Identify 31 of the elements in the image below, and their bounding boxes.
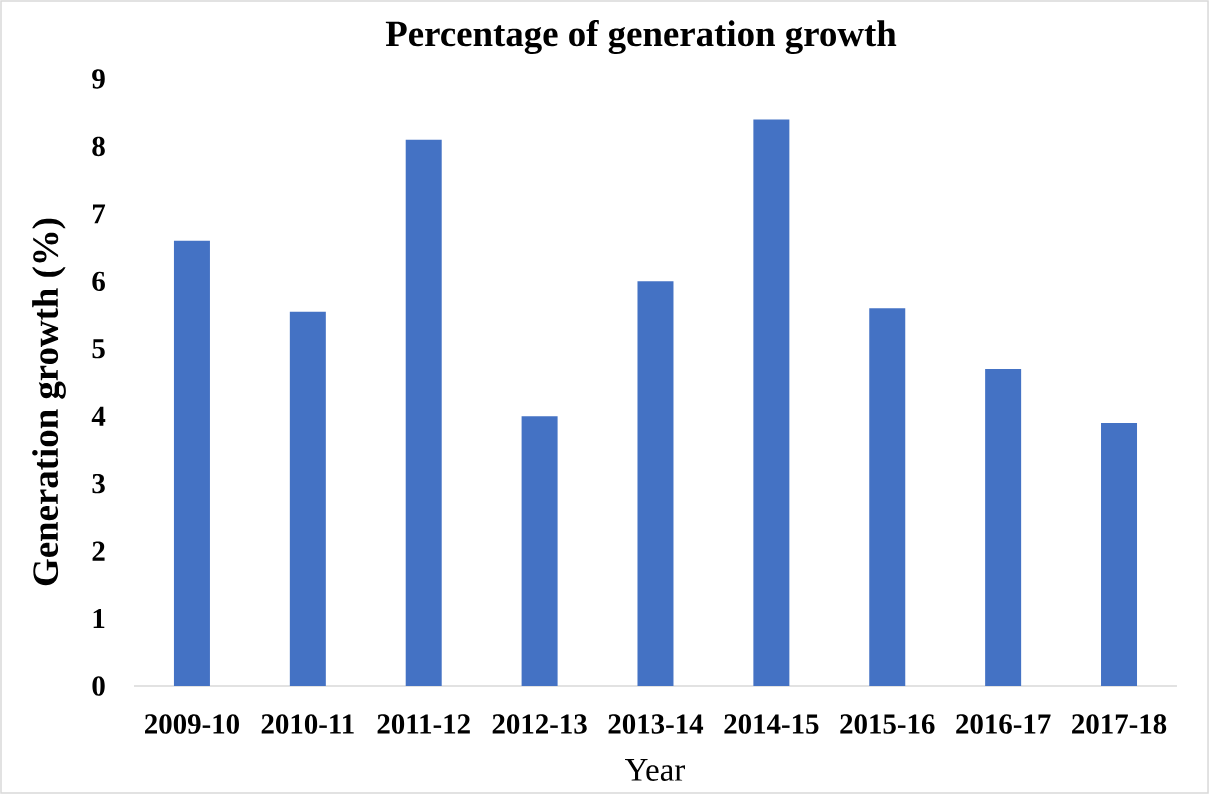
x-tick-label: 2014-15 [724, 714, 819, 734]
bar [521, 416, 558, 686]
y-tick-label: 2 [92, 541, 105, 561]
y-tick-label: 6 [92, 271, 105, 292]
bar [637, 281, 674, 686]
bar [405, 139, 442, 686]
bar [869, 308, 906, 686]
y-tick-label: 4 [91, 406, 106, 426]
bar [1101, 422, 1138, 686]
bar [985, 369, 1022, 686]
chart-title: Percentage of generation growth [385, 19, 897, 55]
y-tick-label: 5 [92, 339, 105, 359]
y-tick-label: 9 [92, 69, 105, 89]
bar [289, 311, 326, 686]
y-tick-label: 0 [92, 676, 105, 696]
bar [173, 240, 210, 686]
y-tick-label: 3 [92, 473, 105, 494]
x-tick-label: 2017-18 [1072, 714, 1167, 734]
x-tick-label: 2011-12 [377, 714, 470, 734]
x-tick-label: 2012-13 [492, 714, 587, 734]
x-tick-label: 2010-11 [261, 714, 354, 734]
x-tick-label: 2013-14 [608, 714, 704, 734]
x-axis-title: Year [625, 759, 685, 781]
y-tick-label: 8 [92, 136, 105, 157]
bar [753, 119, 790, 686]
y-tick-label: 1 [93, 609, 105, 629]
y-tick-label: 7 [93, 204, 106, 224]
x-tick-label: 2015-16 [840, 714, 935, 734]
x-tick-label: 2009-10 [145, 714, 239, 734]
y-axis-title: Generation growth (%) [32, 218, 66, 586]
x-tick-label: 2016-17 [956, 714, 1051, 734]
